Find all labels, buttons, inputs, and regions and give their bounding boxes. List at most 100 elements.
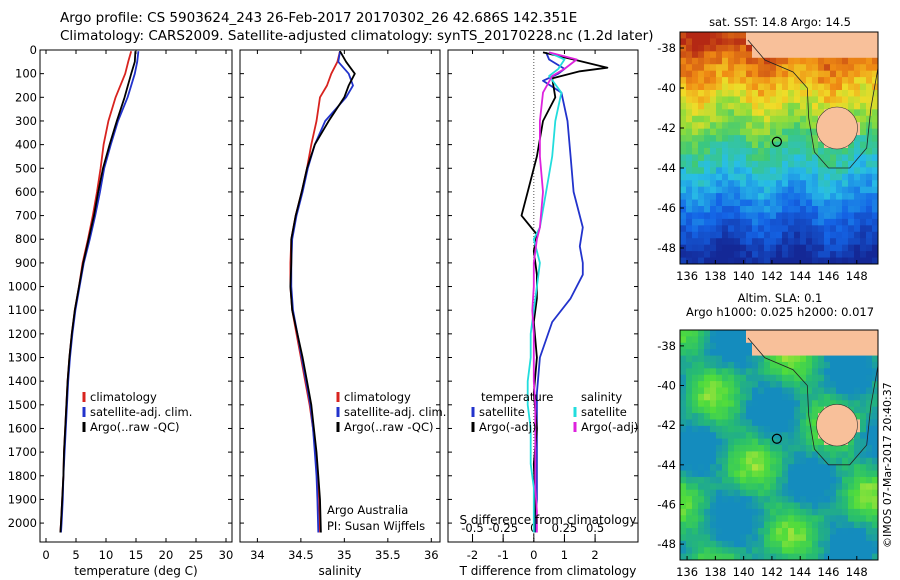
map-cell	[764, 445, 771, 452]
lat-tick-label: -42	[657, 121, 676, 135]
map-cell	[740, 38, 747, 46]
map-cell	[872, 193, 878, 201]
map-cell	[800, 400, 807, 408]
map-cell	[686, 476, 693, 484]
map-cell	[794, 496, 801, 504]
map-cell	[824, 231, 831, 239]
map-cell	[860, 154, 867, 162]
map-cell	[722, 102, 729, 110]
salinity-xlabel: salinity	[318, 564, 361, 578]
map-cell	[860, 77, 867, 85]
map-cell	[866, 212, 873, 220]
map-cell	[800, 225, 807, 233]
map-cell	[704, 451, 711, 459]
map-cell	[692, 368, 699, 376]
map-cell	[704, 180, 711, 188]
map-cell	[758, 547, 765, 555]
map-cell	[758, 212, 765, 220]
map-cell	[854, 330, 861, 337]
map-cell	[866, 64, 873, 72]
map-cell	[746, 547, 753, 555]
map-cell	[872, 349, 878, 357]
map-cell	[734, 413, 741, 421]
map-cell	[806, 244, 813, 252]
map-cell	[800, 349, 807, 357]
map-cell	[848, 225, 855, 233]
x-tick-label: 10	[99, 548, 114, 562]
map-cell	[752, 231, 759, 239]
map-cell	[800, 231, 807, 239]
map-cell	[752, 218, 759, 226]
map-cell	[806, 400, 813, 408]
map-cell	[698, 425, 705, 433]
map-cell	[716, 381, 723, 389]
map-cell	[764, 470, 771, 478]
map-cell	[710, 540, 717, 548]
map-cell	[764, 400, 771, 408]
map-cell	[806, 553, 813, 560]
map-cell	[854, 135, 861, 143]
map-cell	[722, 361, 729, 369]
map-cell	[818, 515, 825, 523]
map-cell	[866, 457, 873, 465]
map-cell	[842, 393, 849, 401]
map-cell	[704, 122, 711, 130]
map-cell	[860, 496, 867, 504]
depth-tick-label: 900	[15, 256, 37, 270]
map-cell	[692, 374, 699, 382]
map-cell	[758, 83, 765, 91]
map-cell	[752, 225, 759, 233]
map-cell	[752, 393, 759, 401]
map-cell	[800, 167, 807, 175]
map-cell	[800, 193, 807, 201]
tasmania-shape	[816, 106, 858, 150]
map-cell	[800, 393, 807, 401]
map-cell	[806, 238, 813, 246]
map-cell	[728, 502, 735, 510]
map-cell	[776, 244, 783, 252]
map-cell	[830, 387, 837, 395]
map-cell	[806, 489, 813, 497]
map-cell	[764, 438, 771, 446]
map-cell	[770, 457, 777, 465]
map-cell	[758, 528, 765, 536]
lon-tick-label: 148	[846, 269, 868, 283]
map-cell	[812, 244, 819, 252]
map-cell	[812, 515, 819, 523]
map-cell	[800, 244, 807, 252]
map-cell	[794, 457, 801, 465]
map-cell	[686, 251, 693, 259]
map-cell	[836, 368, 843, 376]
map-cell	[758, 251, 765, 259]
map-cell	[764, 515, 771, 523]
legend-label: climatology	[90, 390, 157, 404]
map-cell	[692, 489, 699, 497]
map-cell	[746, 257, 753, 264]
map-cell	[824, 381, 831, 389]
map-cell	[812, 96, 819, 104]
map-cell	[728, 540, 735, 548]
map-cell	[788, 515, 795, 523]
map-cell	[794, 257, 801, 264]
map-cell	[782, 528, 789, 536]
map-cell	[830, 218, 837, 226]
map-cell	[812, 218, 819, 226]
map-cell	[788, 160, 795, 168]
map-cell	[728, 83, 735, 91]
map-cell	[746, 193, 753, 201]
map-cell	[872, 515, 878, 523]
map-cell	[842, 502, 849, 510]
map-cell	[776, 102, 783, 110]
map-cell	[812, 154, 819, 162]
x-tick-label: 2	[591, 548, 598, 562]
map-cell	[734, 374, 741, 382]
map-cell	[716, 464, 723, 472]
map-cell	[764, 206, 771, 214]
map-cell	[680, 135, 687, 143]
map-cell	[860, 199, 867, 207]
map-cell	[848, 457, 855, 465]
map-cell	[818, 457, 825, 465]
map-cell	[758, 534, 765, 542]
map-cell	[824, 540, 831, 548]
map-cell	[788, 180, 795, 188]
